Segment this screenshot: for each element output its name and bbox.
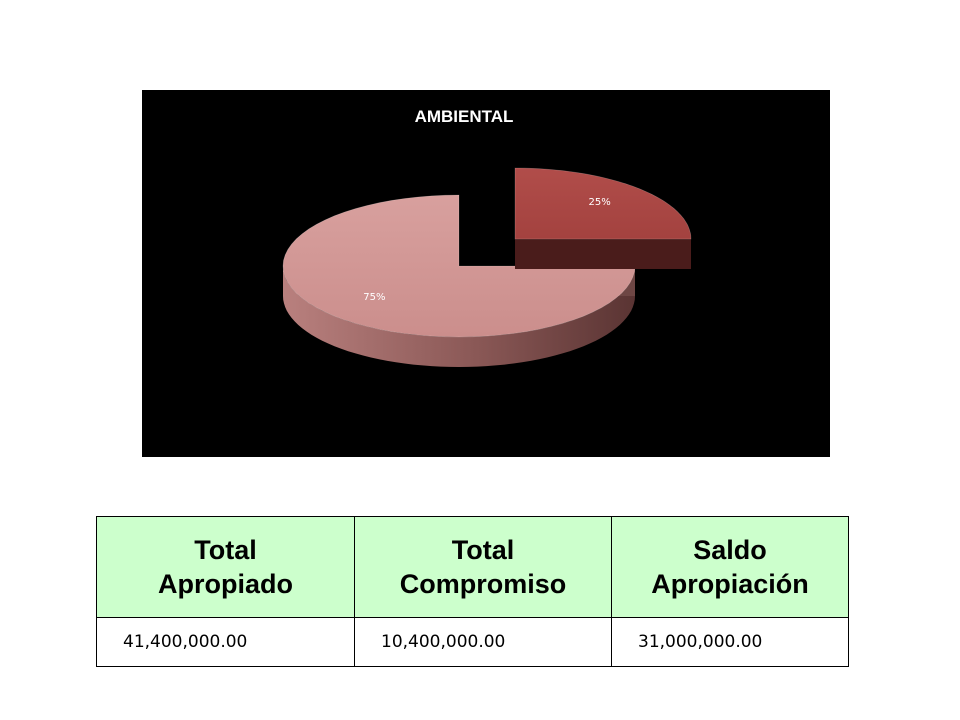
slice-side [283, 266, 635, 367]
chart-title: AMBIENTAL [415, 107, 514, 126]
value-saldo-apropiacion: 31,000,000.00 [611, 617, 849, 667]
header-line: Saldo [693, 535, 767, 565]
header-total-apropiado: Total Apropiado [96, 516, 355, 618]
header-total-compromiso: Total Compromiso [354, 516, 612, 618]
slice-data-label: 75% [363, 292, 385, 303]
budget-summary-table: Total Apropiado Total Compromiso Saldo A… [96, 516, 849, 667]
value-total-apropiado: 41,400,000.00 [96, 617, 355, 667]
slice-cut-face [515, 239, 691, 269]
pie-chart: AMBIENTAL 25% 75% [282, 107, 692, 367]
value-total-compromiso: 10,400,000.00 [354, 617, 612, 667]
header-line: Total [194, 535, 257, 565]
table-header-row: Total Apropiado Total Compromiso Saldo A… [96, 516, 849, 618]
header-line: Apropiación [651, 569, 809, 599]
pie-chart-panel: AMBIENTAL 25% 75% [142, 90, 830, 457]
pie-slice [282, 194, 636, 338]
header-saldo-apropiacion: Saldo Apropiación [611, 516, 849, 618]
header-line: Compromiso [399, 569, 567, 599]
pie-slice [514, 167, 692, 240]
table-row: 41,400,000.00 10,400,000.00 31,000,000.0… [96, 617, 849, 667]
header-line: Total [451, 535, 515, 565]
header-line: Apropiado [158, 569, 293, 599]
slice-data-label: 25% [588, 197, 610, 208]
